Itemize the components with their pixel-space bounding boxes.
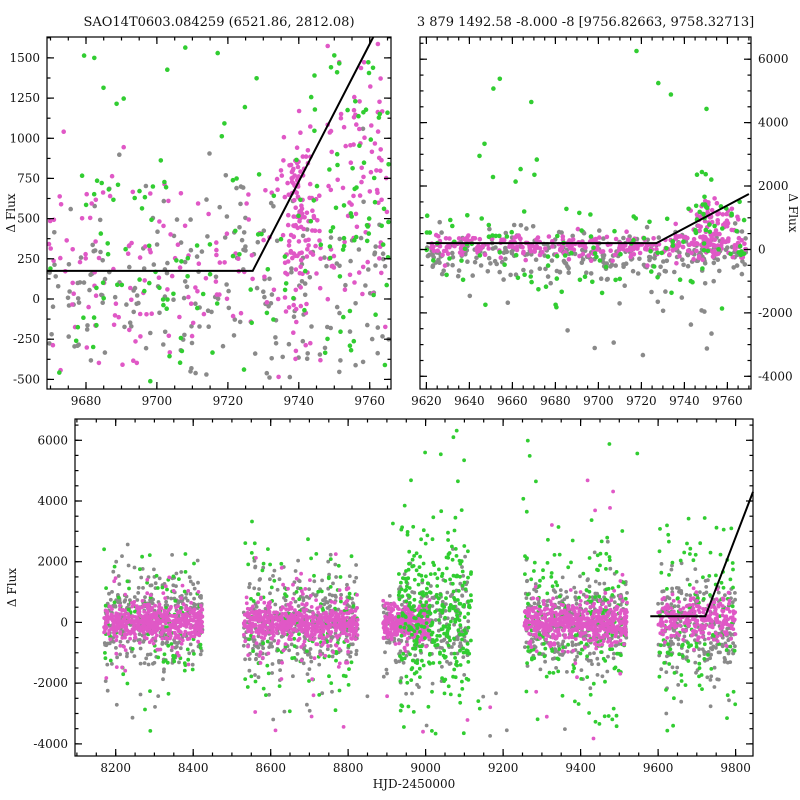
- svg-text:9680: 9680: [71, 394, 102, 408]
- axis-labels: 9620 9640 9660 9680 9700 9720 9740 9760 -4000 -20…: [411, 15, 800, 408]
- svg-text:1250: 1250: [9, 91, 40, 105]
- axes: [419, 36, 752, 390]
- axes: [74, 418, 754, 757]
- svg-text:9700: 9700: [142, 394, 173, 408]
- svg-text:4000: 4000: [758, 116, 789, 130]
- panel-top-left: 9680 9700 9720 9740 9760 -500 -250 0 250 500 750 10…: [4, 15, 392, 408]
- svg-text:9760: 9760: [354, 394, 385, 408]
- svg-text:6000: 6000: [758, 52, 789, 66]
- svg-text:500: 500: [17, 212, 40, 226]
- panel-bottom: 8200 8400 8600 8800 9000 9200 9400 9600 9800-400…: [5, 418, 754, 791]
- y-axis-label: Δ Flux: [5, 568, 19, 607]
- svg-text:9640: 9640: [454, 394, 485, 408]
- panel-title: SAO14T0603.084259 (6521.86, 2812.08): [83, 15, 354, 30]
- panel-title: 3 879 1492.58 -8.000 -8 [9756.82663, 975…: [417, 15, 754, 30]
- svg-text:9720: 9720: [626, 394, 657, 408]
- fit-line: [426, 193, 750, 245]
- svg-text:-250: -250: [13, 332, 40, 346]
- svg-text:9620: 9620: [411, 394, 442, 408]
- svg-text:2000: 2000: [758, 179, 789, 193]
- axis-labels: 9680 9700 9720 9740 9760 -500 -250 0 250 500 750 10…: [4, 15, 385, 408]
- svg-text:9660: 9660: [497, 394, 528, 408]
- axis-labels: 8200 8400 8600 8800 9000 9200 9400 9600 9800-400…: [5, 433, 751, 791]
- svg-text:9680: 9680: [540, 394, 571, 408]
- y-axis-label: Δ Flux: [786, 193, 800, 232]
- svg-text:9740: 9740: [669, 394, 700, 408]
- svg-text:750: 750: [17, 171, 40, 185]
- fit-line: [650, 491, 754, 618]
- svg-text:9760: 9760: [712, 394, 743, 408]
- svg-text:-500: -500: [13, 372, 40, 386]
- svg-text:9700: 9700: [583, 394, 614, 408]
- svg-text:9740: 9740: [284, 394, 315, 408]
- y-axis-label: Δ Flux: [4, 193, 18, 232]
- panel-top-right: 9620 9640 9660 9680 9700 9720 9740 9760 -4000 -20…: [411, 15, 800, 408]
- scatter-points: [102, 428, 738, 741]
- svg-text:1500: 1500: [9, 51, 40, 65]
- scatter-points: [46, 41, 391, 384]
- svg-text:-4000: -4000: [758, 369, 793, 383]
- svg-text:250: 250: [17, 252, 40, 266]
- svg-text:-2000: -2000: [758, 306, 793, 320]
- axes: [46, 36, 392, 390]
- x-axis-label: HJD-2450000: [373, 777, 456, 791]
- fit-line: [47, 36, 375, 272]
- svg-text:0: 0: [32, 292, 40, 306]
- svg-text:9720: 9720: [213, 394, 244, 408]
- svg-text:1000: 1000: [9, 131, 40, 145]
- scatter-points: [424, 48, 749, 358]
- svg-text:0: 0: [758, 243, 766, 257]
